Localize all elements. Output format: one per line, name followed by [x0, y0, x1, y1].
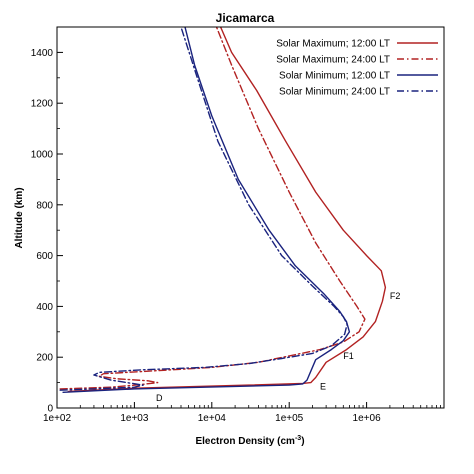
x-tick-label: 1e+04 — [198, 413, 227, 424]
x-tick-label: 1e+05 — [275, 413, 304, 424]
legend: Solar Maximum; 12:00 LT Solar Maximum; 24… — [276, 39, 438, 98]
x-axis-label-close: ) — [301, 436, 304, 447]
series-line-4 — [59, 27, 348, 391]
legend-label-4: Solar Minimum; 24:00 LT — [279, 87, 390, 98]
y-tick-label: 600 — [36, 251, 53, 262]
x-axis-label: Electron Density (cm-3) — [195, 435, 304, 447]
annotation-f2: F2 — [390, 291, 401, 301]
legend-label-1: Solar Maximum; 12:00 LT — [276, 39, 390, 50]
annotation-d: D — [156, 393, 163, 403]
plot-frame — [56, 26, 445, 409]
y-axis: 0 200 400 600 800 1000 1200 1400 — [31, 26, 63, 415]
y-tick-label: 800 — [36, 200, 53, 211]
x-axis-label-text: Electron Density (cm — [195, 436, 295, 447]
series-layer — [59, 27, 387, 393]
y-tick-label: 0 — [47, 404, 53, 415]
x-tick-label: 1e+03 — [120, 413, 149, 424]
chart-title: Jicamarca — [216, 11, 275, 25]
series-line-3 — [62, 27, 351, 393]
annotation-e: E — [320, 381, 326, 391]
y-tick-label: 1000 — [31, 150, 54, 161]
y-tick-label: 400 — [36, 302, 53, 313]
x-axis-label-superscript: -3 — [295, 435, 301, 442]
x-tick-label: 1e+06 — [353, 413, 382, 424]
y-tick-label: 1200 — [31, 99, 54, 110]
legend-label-3: Solar Minimum; 12:00 LT — [279, 71, 390, 82]
annotation-f1: F1 — [343, 351, 354, 361]
y-axis-label: Altitude (km) — [14, 187, 25, 248]
series-line-2 — [59, 27, 366, 390]
legend-label-2: Solar Maximum; 24:00 LT — [276, 55, 390, 66]
annotations: F2 F1 E D — [156, 291, 400, 403]
y-tick-label: 1400 — [31, 48, 54, 59]
x-tick-label: 1e+02 — [43, 413, 72, 424]
y-tick-label: 200 — [36, 353, 53, 364]
x-axis: 1e+02 1e+03 1e+04 1e+05 1e+06 — [43, 402, 441, 424]
